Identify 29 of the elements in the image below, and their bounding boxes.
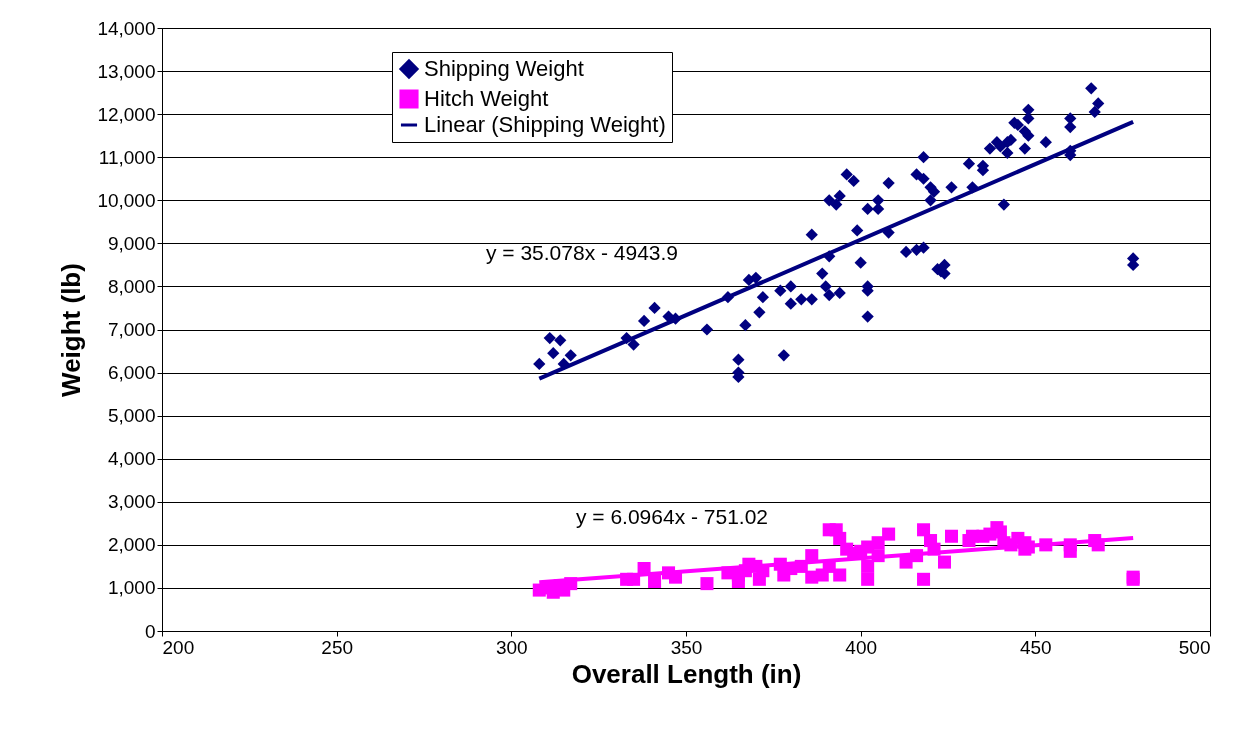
y-tick-label: 6,000: [107, 362, 156, 384]
y-tick-label: 1,000: [107, 577, 156, 599]
y-tick-label: 3,000: [107, 491, 156, 513]
y-tick-label: 12,000: [97, 103, 156, 125]
x-tick-label: 450: [1019, 636, 1052, 658]
y-tick-label: 11,000: [98, 146, 156, 168]
x-tick-label: 300: [495, 636, 528, 658]
y-tick-label: 13,000: [97, 60, 156, 82]
y-tick-label: 2,000: [107, 534, 156, 556]
annotation: y = 35.078x - 4943.9: [485, 241, 679, 264]
y-tick-label: 4,000: [107, 448, 156, 470]
x-axis-title: Overall Length (in): [571, 658, 802, 689]
y-tick-label: 5,000: [107, 405, 156, 427]
x-tick-label: 200: [162, 636, 195, 658]
legend-label: Linear (Shipping Weight): [424, 112, 666, 137]
legend-label: Shipping Weight: [424, 56, 584, 81]
x-tick-label: 500: [1178, 636, 1211, 658]
y-tick-label: 9,000: [107, 232, 156, 254]
x-tick-label: 350: [670, 636, 703, 658]
legend-label: Hitch Weight: [424, 86, 549, 111]
x-tick-label: 400: [845, 636, 878, 658]
y-tick-label: 8,000: [107, 275, 156, 297]
x-tick-label: 250: [321, 636, 354, 658]
y-tick-label: 7,000: [107, 319, 156, 340]
annotation: y = 6.0964x - 751.02: [575, 505, 769, 528]
y-tick-label: 14,000: [97, 17, 156, 39]
y-tick-label: 0: [144, 620, 156, 642]
y-axis-title: Weight (lb): [56, 263, 87, 397]
y-tick-label: 10,000: [97, 189, 156, 211]
